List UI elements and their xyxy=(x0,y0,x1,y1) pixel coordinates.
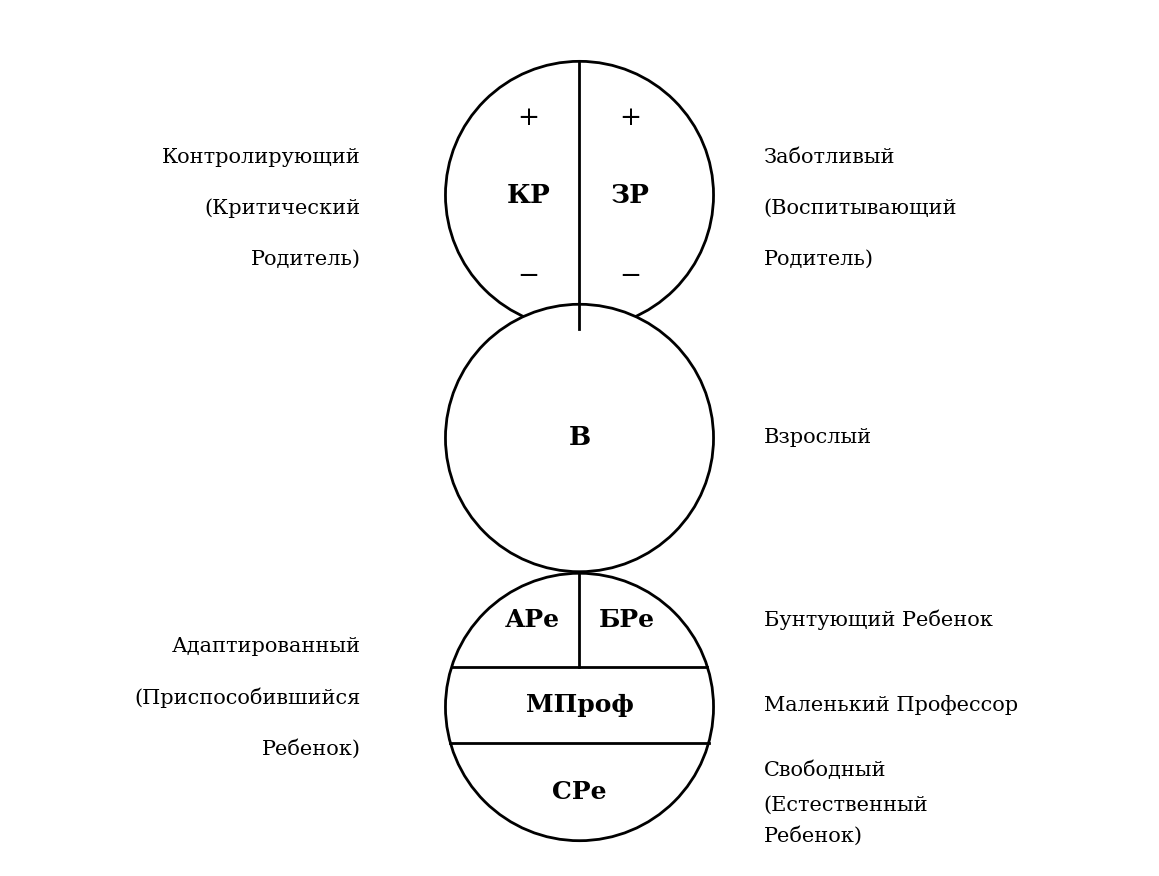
Text: Ребенок): Ребенок) xyxy=(764,826,862,846)
Text: −: − xyxy=(518,263,540,288)
Text: −: − xyxy=(619,263,641,288)
Text: ЗР: ЗР xyxy=(611,182,650,208)
Text: БРе: БРе xyxy=(598,608,655,632)
Text: В: В xyxy=(568,426,591,450)
Text: МПроф: МПроф xyxy=(525,693,634,717)
Text: Взрослый: Взрослый xyxy=(764,428,872,448)
Ellipse shape xyxy=(445,304,714,572)
Text: +: + xyxy=(619,105,641,130)
Text: +: + xyxy=(518,105,540,130)
Text: (Естественный: (Естественный xyxy=(764,795,928,815)
Text: АРе: АРе xyxy=(505,608,560,632)
Text: (Приспособившийся: (Приспособившийся xyxy=(134,688,360,708)
Text: Ребенок): Ребенок) xyxy=(262,738,360,759)
Text: Контролирующий: Контролирующий xyxy=(162,148,360,167)
Ellipse shape xyxy=(445,61,714,328)
Text: Родитель): Родитель) xyxy=(250,250,360,269)
Text: Свободный: Свободный xyxy=(764,760,887,780)
Text: СРе: СРе xyxy=(552,780,607,804)
Text: Адаптированный: Адаптированный xyxy=(172,638,360,656)
Ellipse shape xyxy=(445,573,714,841)
Text: Бунтующий Ребенок: Бунтующий Ребенок xyxy=(764,610,992,631)
Text: Родитель): Родитель) xyxy=(764,250,874,269)
Text: (Критический: (Критический xyxy=(205,199,360,218)
Text: Заботливый: Заботливый xyxy=(764,148,895,167)
Text: (Воспитывающий: (Воспитывающий xyxy=(764,199,957,218)
Text: Маленький Профессор: Маленький Профессор xyxy=(764,695,1018,715)
Text: КР: КР xyxy=(506,182,551,208)
